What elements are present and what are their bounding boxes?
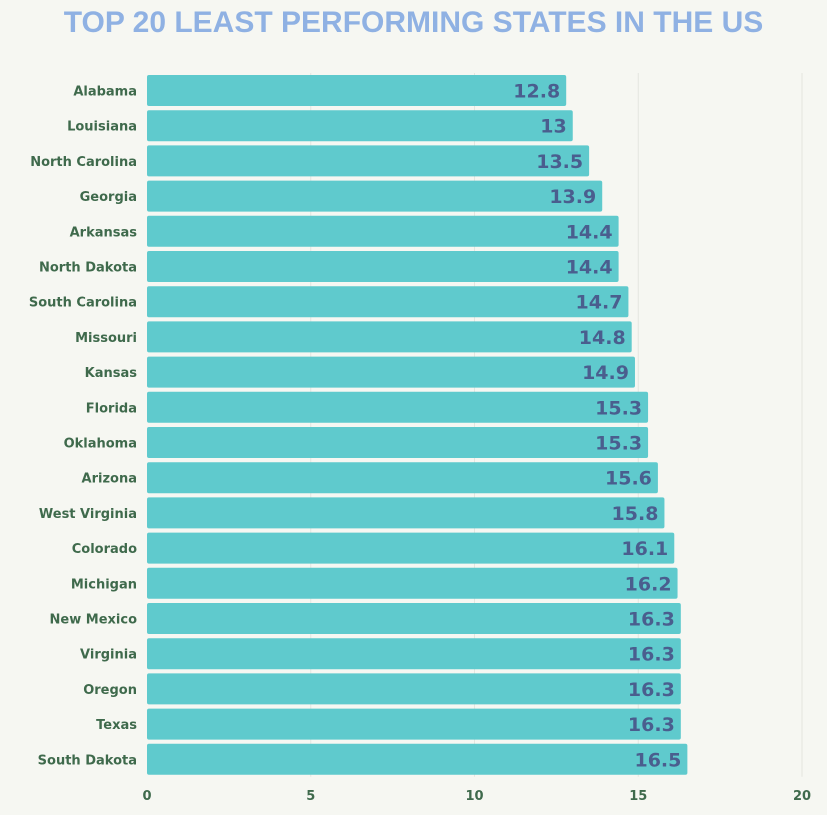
bar — [147, 462, 658, 494]
value-label: 14.4 — [566, 257, 613, 279]
value-label: 13.5 — [536, 151, 583, 173]
category-label: Alabama — [73, 85, 137, 100]
category-label: Oregon — [83, 683, 137, 698]
category-label: Georgia — [80, 190, 137, 205]
bar — [147, 427, 649, 458]
x-tick-label: 15 — [629, 789, 647, 804]
bar — [147, 180, 603, 212]
value-label: 16.5 — [634, 749, 681, 771]
bar — [147, 603, 681, 634]
bar — [147, 673, 681, 705]
category-label: North Dakota — [39, 261, 137, 276]
value-label: 16.3 — [628, 644, 675, 666]
bar — [147, 286, 629, 318]
bar — [147, 75, 567, 106]
chart-title: TOP 20 LEAST PERFORMING STATES IN THE US — [63, 6, 764, 39]
category-label: Colorado — [72, 542, 137, 557]
value-label: 14.4 — [566, 221, 613, 243]
bar — [147, 567, 678, 599]
value-label: 13 — [540, 116, 566, 138]
x-tick-label: 0 — [142, 789, 151, 804]
value-label: 16.3 — [628, 609, 675, 631]
category-label: Oklahoma — [64, 437, 137, 452]
value-label: 16.3 — [628, 679, 675, 701]
category-label: West Virginia — [39, 507, 137, 522]
category-label: Texas — [96, 718, 137, 733]
value-label: 13.9 — [549, 186, 596, 208]
bar — [147, 251, 619, 282]
bar — [147, 708, 681, 740]
category-label: Michigan — [71, 577, 137, 592]
value-label: 16.2 — [625, 573, 672, 595]
value-label: 15.3 — [595, 433, 642, 455]
bar — [147, 110, 573, 142]
value-label: 14.7 — [576, 292, 623, 314]
category-label: Virginia — [80, 648, 137, 663]
value-label: 15.8 — [612, 503, 659, 525]
bar — [147, 638, 681, 670]
category-label: Louisiana — [67, 120, 137, 135]
value-label: 16.1 — [621, 538, 668, 560]
value-label: 16.3 — [628, 714, 675, 736]
category-label: Arkansas — [70, 225, 138, 240]
bar — [147, 743, 688, 775]
category-label: Missouri — [75, 331, 137, 346]
bar — [147, 321, 632, 353]
bar — [147, 391, 649, 423]
value-label: 15.6 — [605, 468, 652, 490]
bar — [147, 497, 665, 529]
bar — [147, 356, 635, 388]
category-label: Florida — [86, 401, 137, 416]
x-tick-label: 10 — [465, 789, 483, 804]
category-label: North Carolina — [30, 155, 137, 170]
x-tick-label: 20 — [793, 789, 811, 804]
category-label: Arizona — [82, 472, 137, 487]
bar — [147, 532, 675, 564]
bar — [147, 215, 619, 247]
x-tick-label: 5 — [306, 789, 315, 804]
category-label: New Mexico — [50, 613, 138, 628]
value-label: 14.9 — [582, 362, 629, 384]
category-label: South Carolina — [29, 296, 137, 311]
bar — [147, 145, 590, 177]
value-label: 14.8 — [579, 327, 626, 349]
value-label: 12.8 — [513, 81, 560, 103]
category-label: Kansas — [85, 366, 138, 381]
value-label: 15.3 — [595, 397, 642, 419]
category-label: South Dakota — [38, 753, 137, 768]
